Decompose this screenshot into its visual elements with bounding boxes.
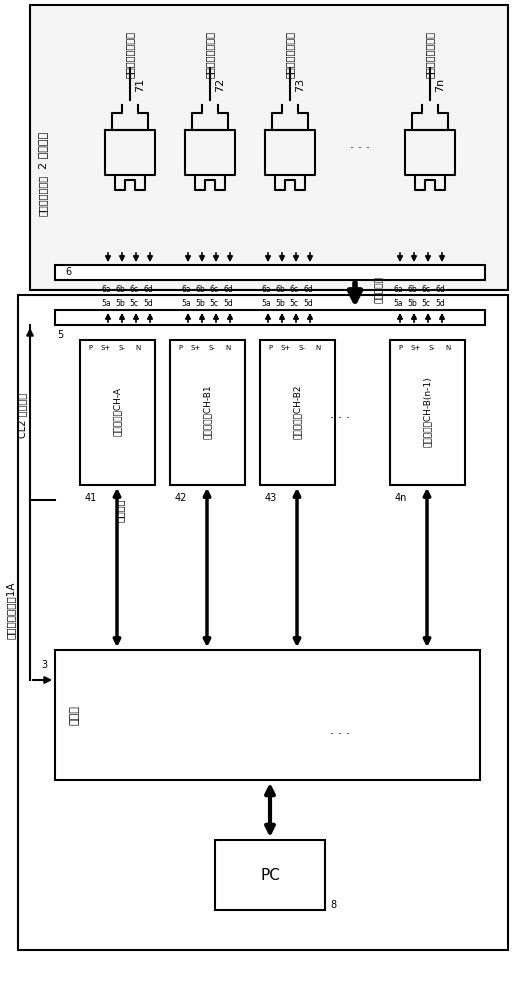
Text: 连接器连接: 连接器连接 xyxy=(375,277,384,303)
Text: 73: 73 xyxy=(295,78,305,92)
Text: 5c: 5c xyxy=(421,299,430,308)
Text: . . .: . . . xyxy=(330,724,350,736)
Text: 5a: 5a xyxy=(101,299,111,308)
Text: 6b: 6b xyxy=(275,285,285,294)
Text: P: P xyxy=(268,345,272,351)
Text: S-: S- xyxy=(209,345,215,351)
Text: S+: S+ xyxy=(101,345,111,351)
Text: 3: 3 xyxy=(41,660,47,670)
Text: 6d: 6d xyxy=(435,285,445,294)
Text: N: N xyxy=(135,345,141,351)
Text: CL2 通信线路: CL2 通信线路 xyxy=(17,392,27,438)
Text: 5c: 5c xyxy=(290,299,298,308)
Text: 5b: 5b xyxy=(407,299,417,308)
Text: 控制器: 控制器 xyxy=(70,705,80,725)
Text: S+: S+ xyxy=(281,345,291,351)
Text: 通信线路: 通信线路 xyxy=(115,498,125,522)
Text: 6b: 6b xyxy=(115,285,125,294)
Text: 6a: 6a xyxy=(393,285,403,294)
Text: 41: 41 xyxy=(85,493,97,503)
Text: S-: S- xyxy=(429,345,435,351)
Text: 43: 43 xyxy=(265,493,277,503)
Text: 6c: 6c xyxy=(290,285,298,294)
Text: 5a: 5a xyxy=(181,299,191,308)
Text: 5b: 5b xyxy=(195,299,205,308)
Text: 6d: 6d xyxy=(303,285,313,294)
Text: 4n: 4n xyxy=(395,493,407,503)
Text: 5a: 5a xyxy=(393,299,403,308)
Text: 5: 5 xyxy=(57,330,63,340)
Text: 6c: 6c xyxy=(210,285,218,294)
Text: 5d: 5d xyxy=(223,299,233,308)
Text: 5d: 5d xyxy=(435,299,445,308)
Bar xyxy=(55,650,480,780)
Bar xyxy=(55,265,485,280)
Text: 5a: 5a xyxy=(261,299,271,308)
Text: 6d: 6d xyxy=(223,285,233,294)
Text: 6b: 6b xyxy=(407,285,417,294)
Bar xyxy=(170,340,245,485)
Text: 充放电电源CH-A: 充放电电源CH-A xyxy=(113,387,121,436)
Text: 电池（试验对象）: 电池（试验对象） xyxy=(425,31,435,79)
Text: N: N xyxy=(445,345,450,351)
Text: 2 电池托盘: 2 电池托盘 xyxy=(38,131,48,169)
Bar xyxy=(18,295,508,950)
Text: 充放电试验装置1A: 充放电试验装置1A xyxy=(6,581,16,639)
Text: 5c: 5c xyxy=(210,299,218,308)
Text: P: P xyxy=(398,345,402,351)
Text: 71: 71 xyxy=(135,78,145,92)
Text: 充放电电源CH-B1: 充放电电源CH-B1 xyxy=(202,385,212,439)
Text: 5d: 5d xyxy=(303,299,313,308)
Text: N: N xyxy=(225,345,230,351)
Text: . . .: . . . xyxy=(350,138,370,151)
Text: 5b: 5b xyxy=(275,299,285,308)
Bar xyxy=(215,840,325,910)
Text: 6c: 6c xyxy=(421,285,430,294)
Text: 电池（试验对象）: 电池（试验对象） xyxy=(125,31,135,79)
Text: P: P xyxy=(178,345,182,351)
Text: 5d: 5d xyxy=(143,299,153,308)
Text: 充放电电源CH-B(n-1): 充放电电源CH-B(n-1) xyxy=(422,377,431,447)
Text: 8: 8 xyxy=(330,900,336,910)
Text: 5c: 5c xyxy=(130,299,139,308)
Text: 电池（试验对象）: 电池（试验对象） xyxy=(285,31,295,79)
Bar xyxy=(260,340,335,485)
Text: 6a: 6a xyxy=(101,285,111,294)
Text: 42: 42 xyxy=(175,493,187,503)
Text: 7n: 7n xyxy=(435,78,445,92)
Text: 6d: 6d xyxy=(143,285,153,294)
Text: 5b: 5b xyxy=(115,299,125,308)
Text: PC: PC xyxy=(260,867,280,882)
Text: 6a: 6a xyxy=(181,285,191,294)
Text: . . .: . . . xyxy=(330,408,350,422)
Text: 6a: 6a xyxy=(261,285,271,294)
Bar xyxy=(80,340,155,485)
Text: S+: S+ xyxy=(191,345,201,351)
Text: 6: 6 xyxy=(65,267,71,277)
Text: S+: S+ xyxy=(411,345,421,351)
Bar xyxy=(390,340,465,485)
Text: 72: 72 xyxy=(215,78,225,92)
Text: （无通信线路）: （无通信线路） xyxy=(38,174,48,216)
Text: S-: S- xyxy=(118,345,126,351)
Text: N: N xyxy=(316,345,321,351)
Text: P: P xyxy=(88,345,92,351)
Text: 6c: 6c xyxy=(130,285,139,294)
Text: 充放电电源CH-B2: 充放电电源CH-B2 xyxy=(293,385,302,439)
Text: 6b: 6b xyxy=(195,285,205,294)
Text: S-: S- xyxy=(298,345,306,351)
Bar xyxy=(55,310,485,325)
Text: 电池（试验对象）: 电池（试验对象） xyxy=(205,31,215,79)
Bar xyxy=(30,5,508,290)
